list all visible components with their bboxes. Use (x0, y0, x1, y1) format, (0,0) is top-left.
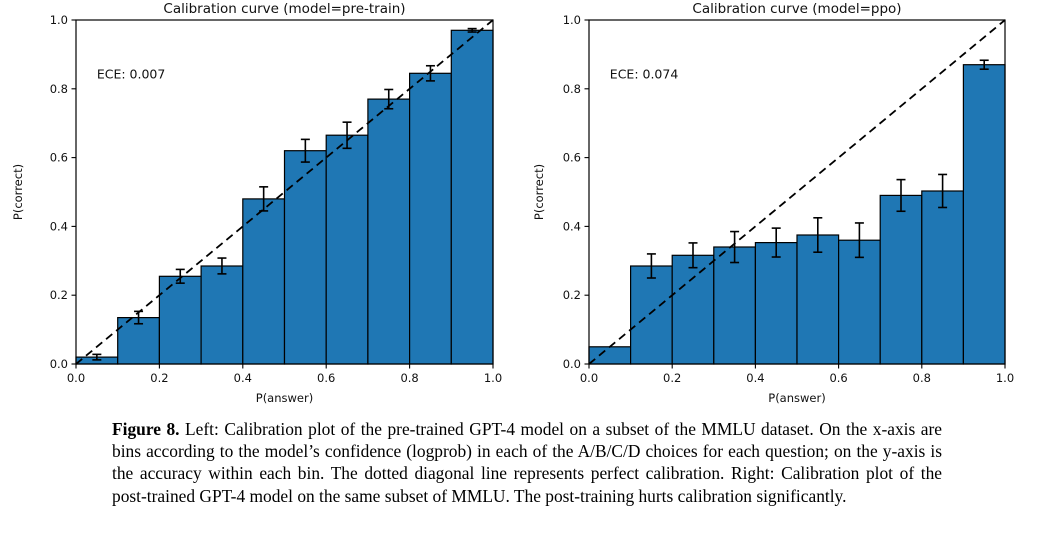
x-tick-label: 0.4 (234, 371, 252, 385)
error-bar (384, 88, 394, 110)
y-axis-label: P(correct) (11, 164, 25, 220)
calibration-bar (242, 198, 286, 365)
calibration-bar (283, 150, 327, 365)
calibration-bar (962, 64, 1006, 365)
figure-caption: Figure 8. Left: Calibration plot of the … (112, 418, 942, 507)
plot-frame (75, 19, 494, 365)
calibration-bar (117, 317, 160, 365)
error-bar (134, 310, 144, 325)
error-bar (688, 242, 698, 269)
error-bar (175, 268, 185, 284)
chart-title: Calibration curve (model=pre-train) (163, 1, 405, 17)
error-bar (425, 64, 435, 82)
error-bar (896, 178, 906, 213)
calibration-bar (921, 190, 964, 365)
error-bar (979, 59, 989, 70)
y-tick-label: 0.0 (563, 357, 581, 371)
calibration-bar (879, 194, 923, 365)
error-bar (259, 186, 269, 212)
calibration-chart-ppo: 0.0 0.2 0.4 0.6 0.8 1.0 0.0 0.2 0.4 0.6 0.8 1.0 Cali… (532, 1, 1014, 405)
y-tick-label: 1.0 (563, 13, 581, 27)
calibration-chart-pretrain: 0.0 0.2 0.4 0.6 0.8 1.0 0.0 0.2 0.4 0.6 0.8 1.0 Cali… (11, 1, 502, 405)
y-tick-label: 1.0 (50, 13, 68, 27)
x-tick-label: 0.0 (67, 371, 85, 385)
error-bar (854, 222, 864, 259)
x-tick-label: 0.4 (746, 371, 764, 385)
x-tick-label: 0.8 (913, 371, 931, 385)
y-tick-label: 0.8 (563, 82, 581, 96)
error-bar (92, 353, 102, 361)
x-axis-label: P(answer) (768, 391, 825, 405)
x-tick-label: 1.0 (996, 371, 1014, 385)
x-tick-label: 0.2 (663, 371, 681, 385)
x-tick-label: 0.6 (829, 371, 847, 385)
calibration-bar (671, 254, 715, 365)
error-bar (771, 227, 781, 258)
error-bar (938, 173, 948, 209)
plot-frame (588, 19, 1006, 365)
y-tick-label: 0.2 (50, 288, 68, 302)
calibration-bar (629, 265, 673, 365)
calibration-bar (200, 265, 244, 365)
ece-annotation: ECE: 0.007 (97, 66, 166, 81)
x-tick-label: 0.6 (317, 371, 335, 385)
x-tick-label: 0.0 (580, 371, 598, 385)
y-tick-label: 0.6 (563, 151, 581, 165)
calibration-bar (754, 242, 798, 365)
calibration-bar (367, 98, 411, 365)
y-tick-label: 0.4 (50, 219, 68, 233)
y-tick-label: 0.8 (50, 82, 68, 96)
charts-row: 0.0 0.2 0.4 0.6 0.8 1.0 0.0 0.2 0.4 0.6 0.8 1.0 Cali… (11, 1, 1014, 405)
error-bar (342, 121, 352, 150)
y-tick-label: 0.0 (50, 357, 68, 371)
error-bar (646, 253, 656, 279)
calibration-bar (325, 134, 369, 365)
x-tick-label: 1.0 (484, 371, 502, 385)
error-bar (300, 138, 310, 163)
calibration-bar (713, 246, 757, 365)
figure-caption-text: Left: Calibration plot of the pre-traine… (112, 419, 942, 506)
x-tick-label: 0.8 (400, 371, 418, 385)
y-tick-label: 0.6 (50, 151, 68, 165)
calibration-bar (838, 239, 881, 365)
y-tick-label: 0.4 (563, 219, 581, 233)
calibration-bar (450, 29, 494, 365)
x-axis-label: P(answer) (256, 391, 313, 405)
calibration-bar (588, 346, 632, 365)
error-bar (467, 27, 477, 33)
y-axis-label: P(correct) (532, 164, 546, 220)
perfect-calibration-line (588, 19, 1006, 365)
ece-annotation: ECE: 0.074 (610, 66, 679, 81)
error-bar (813, 217, 823, 253)
chart-title: Calibration curve (model=ppo) (692, 1, 901, 17)
calibration-bar (796, 234, 840, 365)
x-tick-label: 0.2 (150, 371, 168, 385)
y-tick-label: 0.2 (563, 288, 581, 302)
calibration-bar (409, 72, 452, 365)
error-bar (217, 257, 227, 275)
figure-caption-label: Figure 8. (112, 419, 180, 439)
calibration-bar (158, 275, 202, 365)
error-bar (730, 230, 740, 264)
